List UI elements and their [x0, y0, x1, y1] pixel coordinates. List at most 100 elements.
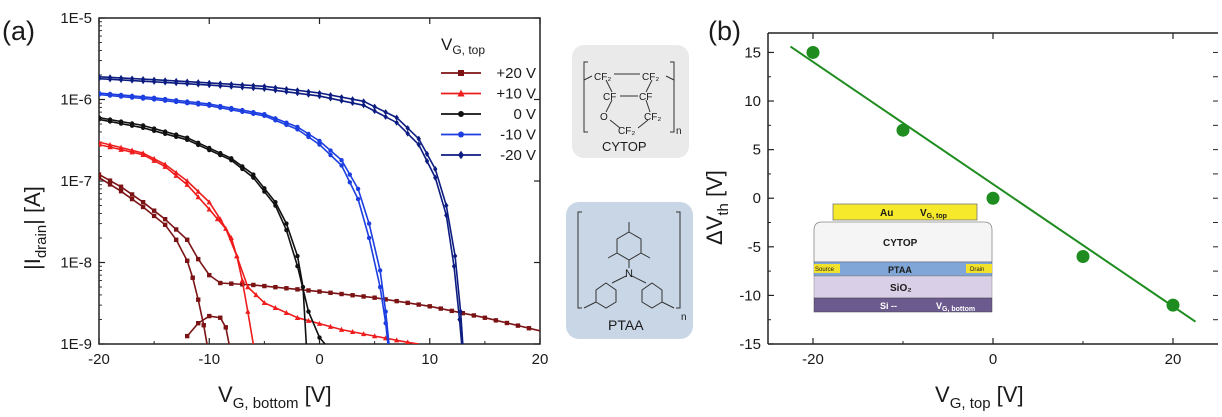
source-electrode — [814, 264, 840, 273]
cytop-name: CYTOP — [602, 139, 647, 154]
cytop-o: O — [600, 112, 608, 123]
x-tick-label: 0 — [989, 351, 997, 368]
series-sm20 — [99, 73, 464, 344]
data-marker — [371, 333, 378, 339]
panel-a-ylabel: |Idrain| [A] — [20, 186, 50, 270]
data-marker — [206, 206, 212, 212]
data-marker — [444, 212, 449, 219]
data-marker — [240, 109, 245, 114]
data-marker — [162, 216, 168, 222]
series-line — [99, 176, 208, 344]
data-marker — [306, 91, 311, 98]
x-tick-label: -20 — [802, 351, 824, 368]
data-marker — [350, 293, 355, 298]
panel-b-plot: -20 0 20 -15 -10 -5 0 5 10 15 — [739, 32, 1218, 368]
data-marker — [449, 308, 454, 314]
data-marker — [207, 82, 212, 89]
series-line — [99, 93, 389, 344]
panel-b-series — [789, 45, 1197, 323]
series-line — [99, 173, 540, 332]
data-marker — [339, 163, 344, 168]
data-marker — [162, 163, 168, 169]
y-tick-label: 10 — [744, 93, 761, 110]
data-marker — [196, 102, 201, 107]
data-marker — [173, 80, 179, 87]
data-marker — [306, 288, 311, 293]
data-marker — [107, 119, 113, 124]
x-tick-label: -10 — [198, 351, 220, 368]
cytop-box — [572, 45, 689, 158]
panel-b-ylabel: ΔVth [V] — [702, 170, 732, 245]
data-marker — [405, 339, 411, 344]
data-marker — [360, 331, 367, 337]
data-marker — [195, 194, 201, 200]
data-marker — [118, 184, 124, 189]
series-s20 — [99, 172, 540, 344]
data-marker — [339, 291, 344, 297]
data-marker — [457, 89, 465, 97]
data-marker — [306, 309, 311, 314]
data-marker — [328, 92, 333, 99]
data-marker — [140, 125, 146, 130]
data-marker — [377, 268, 383, 273]
data-marker — [162, 222, 168, 228]
data-marker — [184, 181, 190, 187]
data-marker — [129, 192, 135, 197]
data-point — [986, 191, 1000, 205]
data-marker — [338, 326, 345, 332]
data-marker — [99, 92, 102, 97]
data-marker — [366, 235, 372, 241]
data-point — [806, 45, 820, 59]
data-marker — [195, 188, 201, 194]
data-marker — [99, 175, 102, 180]
cytop-n: n — [676, 126, 682, 137]
data-marker — [284, 122, 289, 128]
x-tick-label: 10 — [421, 351, 438, 368]
data-marker — [377, 284, 383, 290]
data-marker — [99, 75, 102, 82]
data-marker — [350, 96, 355, 103]
data-marker — [129, 123, 135, 128]
data-marker — [317, 142, 322, 147]
panel-b-xlabel: VG, top [V] — [935, 382, 1024, 412]
y-tick-label: 1E-7 — [60, 173, 92, 190]
data-marker — [99, 172, 102, 177]
data-marker — [366, 221, 372, 226]
data-marker — [140, 151, 146, 157]
series-line — [99, 92, 390, 344]
cytop-cf-b: CF — [639, 92, 652, 103]
gate-top-electrode — [832, 203, 978, 221]
data-marker — [196, 297, 201, 302]
data-marker — [223, 325, 228, 330]
data-marker — [107, 144, 113, 150]
data-marker — [173, 172, 179, 178]
data-marker — [284, 227, 289, 233]
ptaa-name: PTAA — [608, 317, 644, 333]
data-marker — [201, 323, 206, 328]
data-marker — [458, 111, 464, 117]
data-marker — [173, 237, 179, 242]
data-marker — [295, 253, 300, 259]
ptaa-layer-label: PTAA — [888, 265, 912, 275]
data-marker — [383, 297, 388, 302]
data-marker — [328, 148, 333, 153]
panel-a-plot: -20 -10 0 10 20 1E-9 1E-8 1E-7 1E-6 1E-5 — [60, 10, 548, 368]
data-marker — [218, 105, 223, 110]
data-marker — [207, 147, 212, 153]
y-tick-label: 1E-8 — [60, 255, 92, 272]
data-marker — [284, 286, 289, 291]
data-marker — [284, 88, 289, 95]
data-point — [1076, 250, 1090, 264]
panel-a-frame — [98, 17, 541, 345]
data-marker — [372, 103, 377, 110]
data-marker — [262, 189, 267, 194]
data-marker — [251, 282, 256, 288]
data-marker — [383, 109, 388, 116]
panel-a-xlabel: VG, bottom [V] — [218, 382, 332, 412]
data-marker — [305, 317, 312, 323]
data-marker — [223, 225, 229, 231]
data-point — [896, 123, 910, 137]
data-marker — [317, 138, 322, 144]
data-marker — [185, 80, 190, 87]
data-marker — [118, 76, 124, 84]
